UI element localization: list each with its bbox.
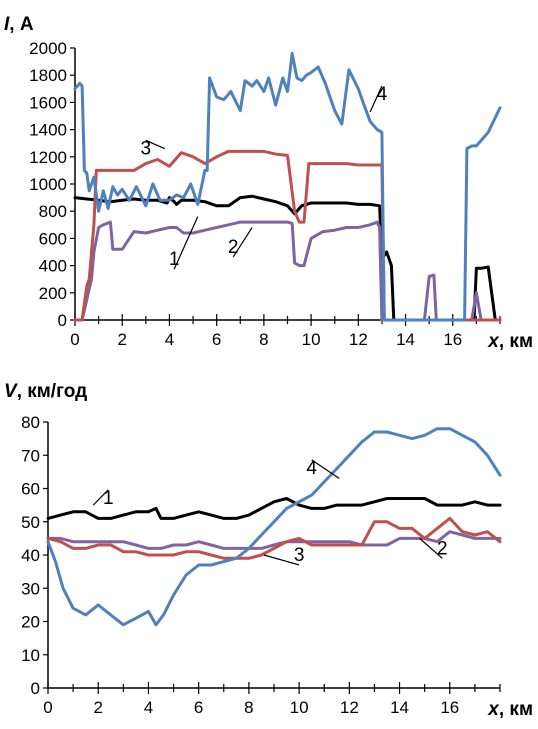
y-tick-label: 1000 — [29, 175, 67, 194]
velocity-series-1-line — [46, 497, 502, 520]
y-tick-label: 800 — [39, 202, 67, 221]
x-tick-label: 12 — [349, 330, 368, 349]
y-tick-label: 70 — [21, 446, 40, 465]
x-tick-label: 8 — [259, 330, 268, 349]
current-series-2-line — [73, 220, 502, 322]
y-tick-label: 200 — [39, 284, 67, 303]
y-axis-title: I, А — [4, 14, 34, 35]
x-tick-label: 0 — [70, 330, 79, 349]
current-annotation-2-leader — [232, 227, 253, 258]
y-tick-label: 80 — [21, 413, 40, 432]
current-annotation-1-label: 1 — [169, 249, 180, 270]
velocity-annotation-3-label: 3 — [294, 545, 305, 566]
y-axis-unit: , км/год — [17, 381, 87, 402]
y-axis-title: V, км/год — [4, 381, 87, 402]
y-tick-label: 10 — [21, 646, 40, 665]
y-tick-label: 0 — [31, 679, 40, 698]
x-tick-label: 2 — [93, 698, 102, 717]
y-tick-label: 600 — [39, 229, 67, 248]
x-axis-unit: , км — [499, 331, 533, 352]
x-tick-label: 14 — [396, 330, 415, 349]
x-tick-label: 10 — [302, 330, 321, 349]
current-annotation-3-leader — [145, 139, 165, 150]
y-tick-label: 2000 — [29, 39, 67, 58]
y-tick-label: 1600 — [29, 93, 67, 112]
x-axis-title: x, км — [487, 331, 533, 352]
current-annotation-4-leader — [369, 85, 383, 113]
velocity-annotation-2-leader — [419, 537, 443, 559]
y-tick-label: 60 — [21, 480, 40, 499]
x-tick-label: 16 — [443, 330, 462, 349]
velocity-annotation-4-label: 4 — [306, 458, 317, 479]
x-tick-label: 16 — [440, 698, 459, 717]
y-tick-label: 1800 — [29, 66, 67, 85]
current-chart: 0 200 400 600 800 1000 1200 1400 1600 1800 2000 0 2 4… — [4, 14, 533, 352]
y-tick-label: 1400 — [29, 121, 67, 140]
x-tick-label: 6 — [212, 330, 221, 349]
current-annotation-1-leader — [173, 216, 199, 270]
y-axis-variable: I — [4, 14, 10, 35]
x-tick-label: 12 — [340, 698, 359, 717]
y-tick-label: 30 — [21, 579, 40, 598]
x-axis-variable: x — [487, 331, 500, 352]
x-tick-label: 4 — [144, 698, 153, 717]
current-annotation-2-label: 2 — [228, 237, 239, 258]
velocity-annotation-4-leader — [311, 459, 340, 480]
x-axis-title: x, км — [487, 699, 533, 720]
velocity-annotation-2-label: 2 — [437, 538, 448, 559]
velocity-annotation-1-leader — [92, 489, 109, 506]
x-tick-label: 14 — [390, 698, 409, 717]
y-tick-label: 20 — [21, 613, 40, 632]
x-tick-label: 8 — [244, 698, 253, 717]
current-series-4-line — [73, 51, 502, 322]
x-axis-unit: , км — [499, 699, 533, 720]
y-axis-unit: , А — [9, 14, 34, 35]
x-tick-label: 10 — [290, 698, 309, 717]
y-tick-label: 40 — [21, 546, 40, 565]
x-axis-variable: x — [487, 699, 500, 720]
velocity-series-3-line — [46, 516, 502, 560]
velocity-annotation-1-label: 1 — [103, 488, 114, 509]
x-tick-label: 6 — [194, 698, 203, 717]
current-annotation-4-label: 4 — [377, 84, 388, 105]
y-tick-label: 400 — [39, 257, 67, 276]
x-tick-label: 0 — [43, 698, 52, 717]
x-tick-label: 4 — [165, 330, 174, 349]
y-tick-label: 0 — [58, 311, 67, 330]
y-axis-variable: V — [4, 381, 18, 402]
y-tick-label: 50 — [21, 513, 40, 532]
velocity-series-4-line — [46, 427, 502, 627]
x-tick-label: 2 — [117, 330, 126, 349]
current-annotation-3-label: 3 — [141, 138, 152, 159]
velocity-annotation-3-leader — [263, 554, 300, 566]
y-tick-label: 1200 — [29, 148, 67, 167]
